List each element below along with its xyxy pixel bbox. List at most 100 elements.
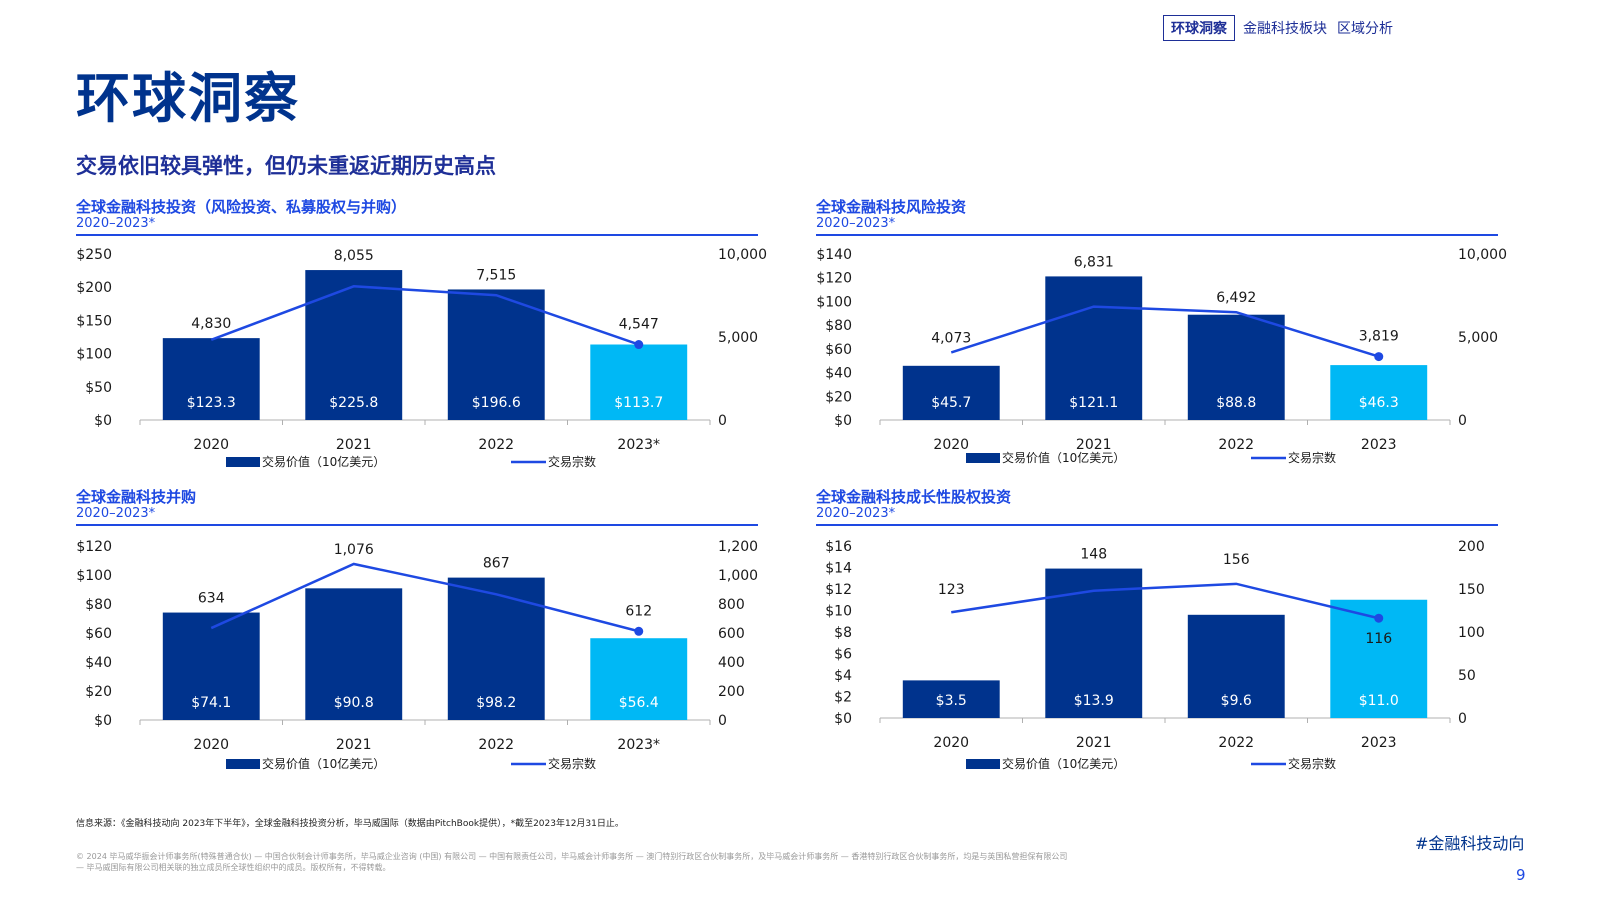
nav-item-regional-analysis[interactable]: 区域分析 [1337,21,1393,37]
bar-2021 [305,270,403,420]
bar-value-label: $113.7 [614,395,663,411]
left-axis-tick-label: $20 [825,389,852,405]
legend-label-value: 交易价值（10亿美元） [1002,756,1125,771]
left-axis-tick-label: $60 [825,342,852,358]
left-axis-tick-label: $50 [85,380,112,396]
chart-title: 全球金融科技成长性股权投资 [816,488,1012,506]
bar-value-label: $225.8 [329,395,378,411]
deal-count-label: 4,547 [619,317,659,333]
bar-value-label: $121.1 [1069,395,1118,411]
deal-count-label: 116 [1365,631,1392,647]
bar-2021 [1045,568,1143,718]
left-axis-tick-label: $0 [94,713,112,729]
bar-value-label: $3.5 [936,693,967,709]
legend-label-count: 交易宗数 [548,454,596,469]
deal-count-label: 612 [625,603,652,619]
left-axis-tick-label: $140 [816,247,852,263]
bar-2022 [1187,314,1285,420]
bar-2020 [902,680,1000,718]
right-axis-tick-label: 1,000 [718,568,758,584]
deal-count-label: 1,076 [334,542,374,558]
left-axis-tick-label: $80 [825,318,852,334]
deal-count-label: 4,830 [191,316,231,332]
deal-count-label: 634 [198,591,225,607]
legend-swatch-value [966,759,1000,769]
chart-global-fintech-growth-equity: $0 $2 $4 $6 $8 $10 $12 $14 $16 0 50 100 150 200 $3.5 20… [825,539,1484,771]
legend-label-count: 交易宗数 [1288,450,1336,465]
left-axis-tick-label: $14 [825,561,852,577]
category-label: 2022 [1218,735,1254,751]
chart-title: 全球金融科技风险投资 [816,198,967,216]
bar-2021 [1045,276,1143,420]
bar-2023* [590,638,688,720]
category-label: 2020 [193,437,229,453]
category-label: 2022 [478,737,514,753]
left-axis-tick-label: $20 [85,684,112,700]
nav-item-global-insights[interactable]: 环球洞察 [1163,15,1235,41]
deal-count-marker [1374,613,1384,623]
deal-count-line [951,582,1380,620]
chart-global-fintech-ma: $0 $20 $40 $60 $80 $100 $120 0 200 400 600 800 1,000… [76,539,758,771]
category-label: 2021 [336,737,372,753]
legend-swatch-value [226,457,260,467]
category-label: 2020 [193,737,229,753]
left-axis-tick-label: $16 [825,539,852,555]
chart-global-fintech-investment: $0 $50 $100 $150 $200 $250 0 5,000 10,000 $123.3 2… [76,247,767,469]
left-axis-tick-label: $4 [834,668,852,684]
deal-count-label: 7,515 [476,267,516,283]
bar-value-label: $74.1 [191,695,231,711]
category-label: 2023* [617,737,660,753]
bar-2020 [902,365,1000,420]
deal-count-line [950,305,1380,358]
bar-2020 [162,612,260,720]
page-title: 环球洞察 [76,67,300,130]
chart-period: 2020–2023* [76,216,156,231]
chart-period: 2020–2023* [76,506,156,521]
right-axis-tick-label: 5,000 [718,330,758,346]
copyright-notice: © 2024 毕马威华振会计师事务所(特殊普通合伙) — 中国合伙制会计师事务所… [76,852,1068,872]
deal-count-marker [634,340,644,350]
bar-value-label: $13.9 [1074,693,1114,709]
chart-panel-global-fintech-growth-equity: 全球金融科技成长性股权投资 2020–2023* $0 $2 $4 $6 $8 $10 $1… [816,488,1498,786]
bar-value-label: $123.3 [187,395,236,411]
legend-label-value: 交易价值（10亿美元） [262,756,385,771]
legend-label-value: 交易价值（10亿美元） [1002,450,1125,465]
left-axis-tick-label: $0 [834,413,852,429]
page-number: 9 [1516,866,1526,884]
chart-divider [816,234,1498,236]
left-axis-tick-label: $0 [94,413,112,429]
left-axis-tick-label: $100 [816,294,852,310]
chart-panel-global-fintech-investment: 全球金融科技投资（风险投资、私募股权与并购） 2020–2023* $0 $50 $… [76,198,767,476]
hashtag-link[interactable]: #金融科技动向 [1415,834,1525,853]
chart-global-fintech-vc: $0 $20 $40 $60 $80 $100 $120 $140 0 5,000 10,000 $4… [816,247,1507,465]
left-axis-tick-label: $8 [834,625,852,641]
bar-2022 [447,577,545,720]
bar-value-label: $56.4 [619,695,659,711]
bar-2020 [162,338,260,420]
legend-label-count: 交易宗数 [548,756,596,771]
right-axis-tick-label: 0 [718,713,727,729]
right-axis-tick-label: 10,000 [1458,247,1507,263]
deal-count-line [210,285,640,346]
category-label: 2021 [336,437,372,453]
deal-count-label: 4,073 [931,330,971,346]
category-label: 2023 [1361,735,1397,751]
bar-value-label: $88.8 [1216,395,1256,411]
legend-label-count: 交易宗数 [1288,756,1336,771]
left-axis-tick-label: $120 [76,539,112,555]
left-axis-tick-label: $80 [85,597,112,613]
left-axis-tick-label: $6 [834,647,852,663]
nav-item-fintech-sector[interactable]: 金融科技板块 [1243,21,1327,37]
deal-count-label: 123 [938,582,965,598]
category-label: 2022 [478,437,514,453]
left-axis-tick-label: $150 [76,313,112,329]
category-label: 2020 [933,437,969,453]
deal-count-line [210,562,640,633]
category-label: 2023* [617,437,660,453]
legend-label-value: 交易价值（10亿美元） [262,454,385,469]
deal-count-label: 867 [483,556,510,572]
bar-2022 [447,289,545,420]
left-axis-tick-label: $100 [76,568,112,584]
bar-value-label: $98.2 [476,695,516,711]
top-navigation: 环球洞察 金融科技板块 区域分析 [1163,15,1395,41]
